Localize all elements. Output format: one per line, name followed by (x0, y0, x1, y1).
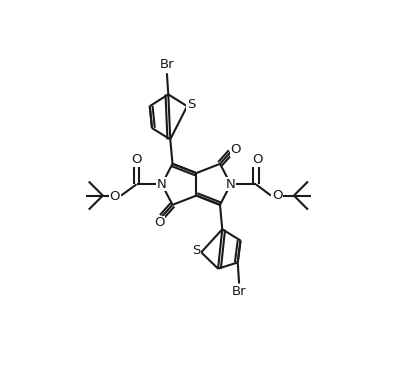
Text: Br: Br (160, 58, 174, 72)
Text: O: O (252, 153, 263, 166)
Text: S: S (187, 98, 196, 111)
Text: O: O (231, 143, 241, 156)
Text: O: O (110, 190, 120, 203)
Text: O: O (154, 216, 164, 229)
Text: Br: Br (232, 285, 247, 299)
Text: S: S (192, 245, 200, 257)
Text: N: N (157, 178, 167, 191)
Text: O: O (272, 188, 282, 201)
Text: N: N (226, 178, 236, 191)
Text: O: O (131, 153, 142, 166)
